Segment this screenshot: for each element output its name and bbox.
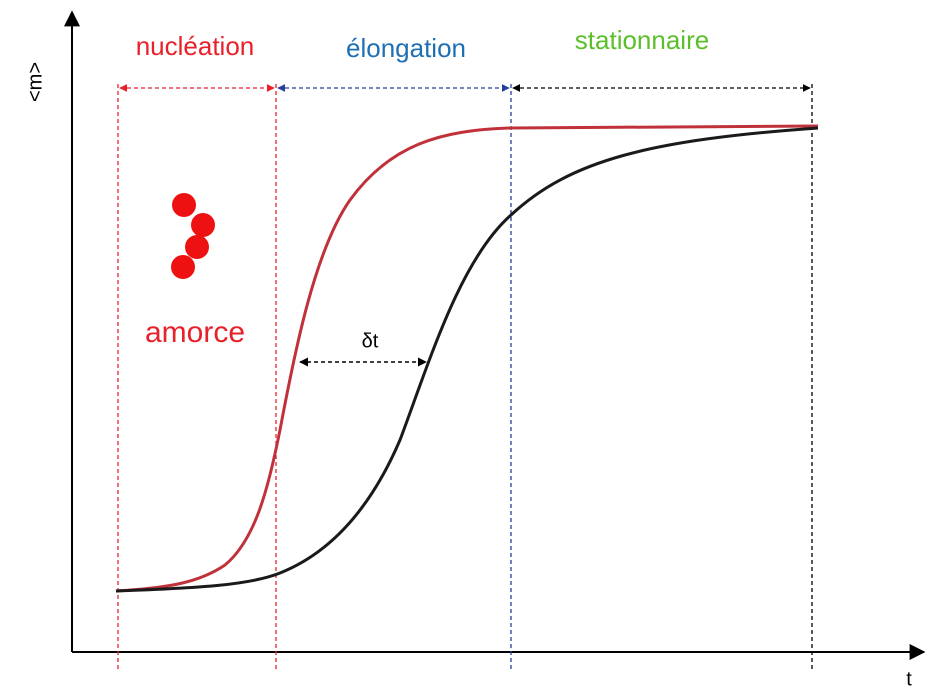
x-axis-label: t [906, 668, 912, 690]
unseeded-curve [115, 126, 819, 593]
seed-dot [191, 213, 215, 237]
delay-label: δt [362, 330, 379, 352]
seed-label: amorce [145, 316, 245, 349]
phase-label: nucléation [136, 31, 255, 61]
seed-dot [172, 193, 196, 217]
y-axis-label: <m> [24, 62, 46, 102]
seed-dot [171, 255, 195, 279]
seed-dot [185, 235, 209, 259]
phase-label: élongation [346, 33, 466, 63]
seeded-curve [115, 124, 819, 593]
phase-label: stationnaire [575, 25, 709, 55]
